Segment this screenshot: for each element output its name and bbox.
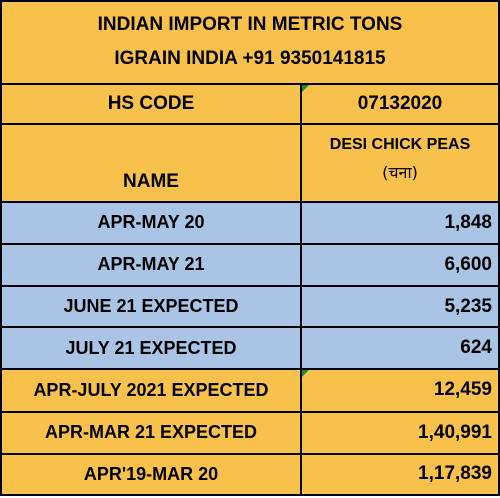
row-value-cell: 12,459 xyxy=(300,367,500,414)
row-label: JUNE 21 EXPECTED xyxy=(63,296,239,317)
row-value-cell: 5,235 xyxy=(300,284,500,329)
title-cell: INDIAN IMPORT IN METRIC TONS IGRAIN INDI… xyxy=(0,0,500,85)
hs-code-value: 07132020 xyxy=(357,92,443,114)
comment-marker-icon xyxy=(303,85,309,92)
row-label-cell: APR-JULY 2021 EXPECTED xyxy=(0,367,302,414)
row-label: APR-JULY 2021 EXPECTED xyxy=(33,379,269,400)
row-value: 5,235 xyxy=(444,295,492,317)
comment-marker-icon xyxy=(303,370,309,377)
row-value-cell: 1,17,839 xyxy=(300,452,500,497)
name-header: NAME xyxy=(123,171,179,193)
row-label: APR-MAR 21 EXPECTED xyxy=(44,422,258,443)
row-value-cell: 6,600 xyxy=(300,242,500,287)
row-label: APR-MAY 21 xyxy=(97,254,205,275)
row-label: APR-MAY 20 xyxy=(97,212,205,233)
hs-code-label: HS CODE xyxy=(107,92,195,114)
row-value: 1,848 xyxy=(444,211,492,233)
row-label-cell: APR'19-MAR 20 xyxy=(0,452,302,497)
row-label-cell: APR-MAY 21 xyxy=(0,242,302,287)
row-label-cell: JULY 21 EXPECTED xyxy=(0,326,302,370)
row-label: APR'19-MAR 20 xyxy=(83,463,219,484)
row-value-cell: 624 xyxy=(300,326,500,370)
title-line-2: IGRAIN INDIA +91 9350141815 xyxy=(114,48,386,70)
title-line-1: INDIAN IMPORT IN METRIC TONS xyxy=(97,14,403,36)
row-value: 1,17,839 xyxy=(418,463,492,485)
row-label-cell: APR-MAR 21 EXPECTED xyxy=(0,411,302,455)
row-value: 6,600 xyxy=(444,253,492,275)
row-label-cell: JUNE 21 EXPECTED xyxy=(0,284,302,329)
row-label-cell: APR-MAY 20 xyxy=(0,201,302,245)
row-value-cell: 1,848 xyxy=(300,201,500,245)
row-value-cell: 1,40,991 xyxy=(300,411,500,455)
product-local-name: (चना) xyxy=(382,162,418,182)
product-header-cell: DESI CHICK PEAS (चना) xyxy=(300,122,500,204)
row-value: 1,40,991 xyxy=(418,421,492,443)
name-header-cell: NAME xyxy=(0,122,302,204)
row-value: 624 xyxy=(460,337,492,358)
product-name: DESI CHICK PEAS xyxy=(329,135,471,153)
hs-code-value-cell: 07132020 xyxy=(300,82,500,125)
hs-code-label-cell: HS CODE xyxy=(0,82,302,125)
row-label: JULY 21 EXPECTED xyxy=(65,337,237,358)
row-value: 12,459 xyxy=(433,379,492,401)
